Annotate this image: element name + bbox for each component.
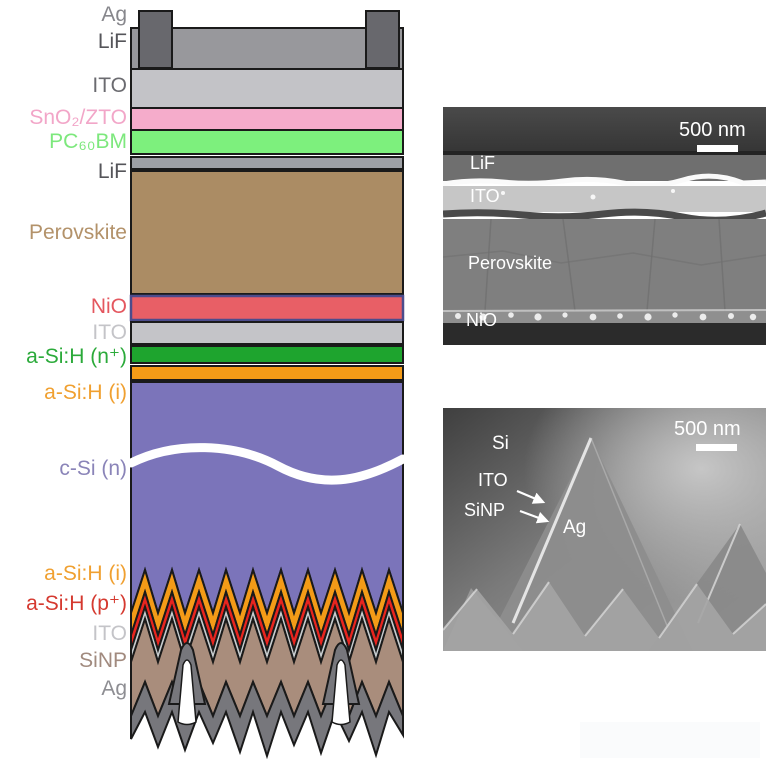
sem-top-scale-label: 500 nm <box>679 119 746 141</box>
ag-tower-void-right <box>331 659 351 726</box>
sem-top-label-perovskite: Perovskite <box>468 253 553 273</box>
sem-bottom-label-ag: Ag <box>563 517 587 538</box>
sem-top-image: LiF ITO Perovskite NiO 500 nm <box>443 107 766 345</box>
sem-top-label-ito: ITO <box>470 186 500 206</box>
stack-label-asi-p: a-Si:H (p⁺) <box>26 592 127 615</box>
sem-speckle <box>671 189 675 193</box>
stack-label-ag-bottom: Ag <box>101 677 127 700</box>
stack-label-ito-mid: ITO <box>92 321 127 344</box>
stack-label-lif-2: LiF <box>97 160 127 183</box>
stack-label-ito-bottom: ITO <box>92 622 127 645</box>
stack-label-ito-top: ITO <box>92 74 127 97</box>
sem-nio-dot <box>728 313 734 319</box>
layer-ag-contact-right <box>365 10 400 69</box>
sem-nio-dot <box>508 312 514 318</box>
sem-bottom-image: Si ITO SiNP Ag 500 nm <box>443 408 766 651</box>
sem-nio-dot <box>562 312 568 318</box>
stack-label-sno2-zto: SnO₂/ZTO <box>29 106 127 129</box>
layer-ito-mid <box>130 321 404 345</box>
stack-label-asi-n: a-Si:H (n⁺) <box>26 345 127 368</box>
sem-pyramid-ridge-dim <box>590 437 669 629</box>
stack-label-asi-i-1: a-Si:H (i) <box>44 381 127 404</box>
sem-foreground-ridges <box>443 581 766 639</box>
sem-nio-dot <box>479 313 487 321</box>
faint-background-artifact <box>580 722 760 758</box>
c-si-break-line <box>126 443 408 485</box>
ito-arrow <box>516 489 546 504</box>
stack-label-nio: NiO <box>90 295 127 318</box>
sem-nio-dot <box>534 313 542 321</box>
sem-nio-dot <box>644 313 652 321</box>
sem-top-scale-bar <box>697 145 738 152</box>
layer-ito-top <box>130 68 404 109</box>
layer-lif-thin <box>130 156 404 170</box>
sem-nio-dot <box>699 313 707 321</box>
sem-top-ito-bright-edge <box>443 173 766 188</box>
layer-pc60bm <box>130 129 404 155</box>
stack-label-ag-top: Ag <box>101 3 127 26</box>
sem-top-ito-shadow <box>443 208 766 224</box>
sinp-arrow <box>519 509 550 524</box>
sem-bottom-label-si: Si <box>492 433 509 454</box>
stack-label-pc60bm: PC₆₀BM <box>49 130 127 153</box>
layer-perovskite <box>130 170 404 295</box>
layer-ag-contact-left <box>138 10 173 69</box>
ag-tower-void-left <box>177 659 197 726</box>
sem-nio-dot <box>589 313 597 321</box>
stack-label-c-si: c-Si (n) <box>59 457 127 480</box>
sem-nio-dot <box>672 312 678 318</box>
layer-asi-n-plus <box>130 345 404 364</box>
sem-pyramid-large <box>483 438 693 651</box>
sem-speckle <box>590 194 596 200</box>
layer-asi-i-flat <box>130 365 404 381</box>
layer-stack-diagram <box>126 10 408 760</box>
layer-nio <box>129 294 405 322</box>
sem-top-zone-perovskite <box>443 219 766 311</box>
sem-pyramid-ridge-bright <box>511 437 593 624</box>
sem-grain-boundaries-horizontal <box>443 250 766 266</box>
layer-lif-top <box>130 27 404 70</box>
sem-top-zone-nio <box>443 311 766 323</box>
sem-bottom-label-ito: ITO <box>478 470 508 490</box>
sem-nio-dot <box>617 313 623 319</box>
sem-top-micrograph <box>443 107 766 345</box>
sem-nio-bright-line <box>443 309 766 312</box>
sem-nio-dot <box>455 313 461 319</box>
sem-top-label-lif: LiF <box>470 153 496 173</box>
sem-speckle <box>501 191 505 195</box>
sem-bottom-label-sinp: SiNP <box>464 500 506 520</box>
sem-top-zone-ito <box>443 186 766 212</box>
layer-sno2-zto <box>130 107 404 131</box>
stack-label-perovskite: Perovskite <box>28 221 127 244</box>
sem-nio-dot <box>749 313 757 321</box>
stack-label-sinp: SiNP <box>79 649 127 672</box>
sem-foreground-pyramids <box>443 582 766 651</box>
sem-top-streak <box>443 151 766 155</box>
sem-bottom-scale-label: 500 nm <box>674 418 741 440</box>
sem-grain-boundaries-vertical <box>484 218 726 312</box>
stack-label-asi-i-2: a-Si:H (i) <box>44 562 127 585</box>
sem-bottom-scale-bar <box>696 444 737 451</box>
sem-top-zone-bottom-dark <box>443 323 766 345</box>
stack-label-lif-top: LiF <box>97 30 127 53</box>
sem-top-label-nio: NiO <box>466 310 497 330</box>
